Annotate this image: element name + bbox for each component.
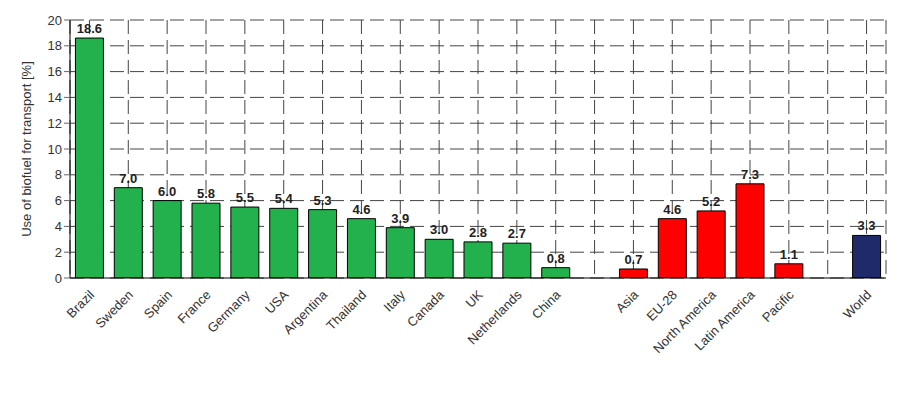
svg-text:5.2: 5.2 — [702, 194, 720, 209]
svg-text:UK: UK — [462, 287, 486, 311]
svg-text:8: 8 — [55, 167, 62, 182]
svg-text:Sweden: Sweden — [92, 287, 136, 331]
svg-text:5.5: 5.5 — [236, 190, 254, 205]
svg-text:0: 0 — [55, 271, 62, 286]
svg-text:16: 16 — [48, 64, 62, 79]
svg-text:2.7: 2.7 — [508, 226, 526, 241]
svg-text:3.0: 3.0 — [430, 222, 448, 237]
svg-text:6.0: 6.0 — [158, 184, 176, 199]
svg-text:World: World — [840, 287, 874, 321]
svg-text:10: 10 — [48, 142, 62, 157]
svg-text:6: 6 — [55, 193, 62, 208]
svg-text:USA: USA — [262, 287, 292, 317]
svg-text:2.8: 2.8 — [469, 225, 487, 240]
svg-text:Brazil: Brazil — [64, 287, 98, 321]
svg-text:Germany: Germany — [204, 287, 253, 336]
svg-text:France: France — [174, 287, 214, 327]
svg-text:0.7: 0.7 — [624, 252, 642, 267]
svg-text:3.3: 3.3 — [858, 218, 876, 233]
svg-text:Italy: Italy — [381, 287, 409, 315]
svg-text:Use of biofuel for transport [: Use of biofuel for transport [%] — [19, 61, 34, 237]
svg-text:3.9: 3.9 — [391, 211, 409, 226]
svg-text:Argentina: Argentina — [280, 287, 331, 338]
svg-text:4.6: 4.6 — [663, 202, 681, 217]
svg-text:Thailand: Thailand — [323, 287, 369, 333]
svg-text:Latin America: Latin America — [691, 287, 758, 354]
svg-text:Netherlands: Netherlands — [464, 287, 525, 348]
svg-text:7.0: 7.0 — [119, 171, 137, 186]
svg-text:14: 14 — [48, 90, 62, 105]
svg-text:2: 2 — [55, 245, 62, 260]
svg-text:4.6: 4.6 — [352, 202, 370, 217]
svg-text:7.3: 7.3 — [741, 167, 759, 182]
svg-text:1.1: 1.1 — [780, 247, 798, 262]
svg-text:0.8: 0.8 — [547, 251, 565, 266]
svg-text:5.4: 5.4 — [275, 191, 294, 206]
svg-text:5.3: 5.3 — [314, 193, 332, 208]
svg-text:China: China — [529, 287, 564, 322]
svg-text:EU-28: EU-28 — [643, 287, 680, 324]
svg-text:12: 12 — [48, 116, 62, 131]
svg-text:Canada: Canada — [404, 287, 447, 330]
svg-text:18: 18 — [48, 38, 62, 53]
svg-text:Asia: Asia — [613, 287, 642, 316]
svg-text:North America: North America — [650, 287, 719, 356]
svg-text:20: 20 — [48, 13, 62, 28]
svg-text:5.8: 5.8 — [197, 186, 215, 201]
svg-text:18.6: 18.6 — [77, 21, 102, 36]
svg-text:4: 4 — [55, 219, 62, 234]
svg-text:Spain: Spain — [141, 287, 175, 321]
svg-text:Pacific: Pacific — [759, 287, 797, 325]
